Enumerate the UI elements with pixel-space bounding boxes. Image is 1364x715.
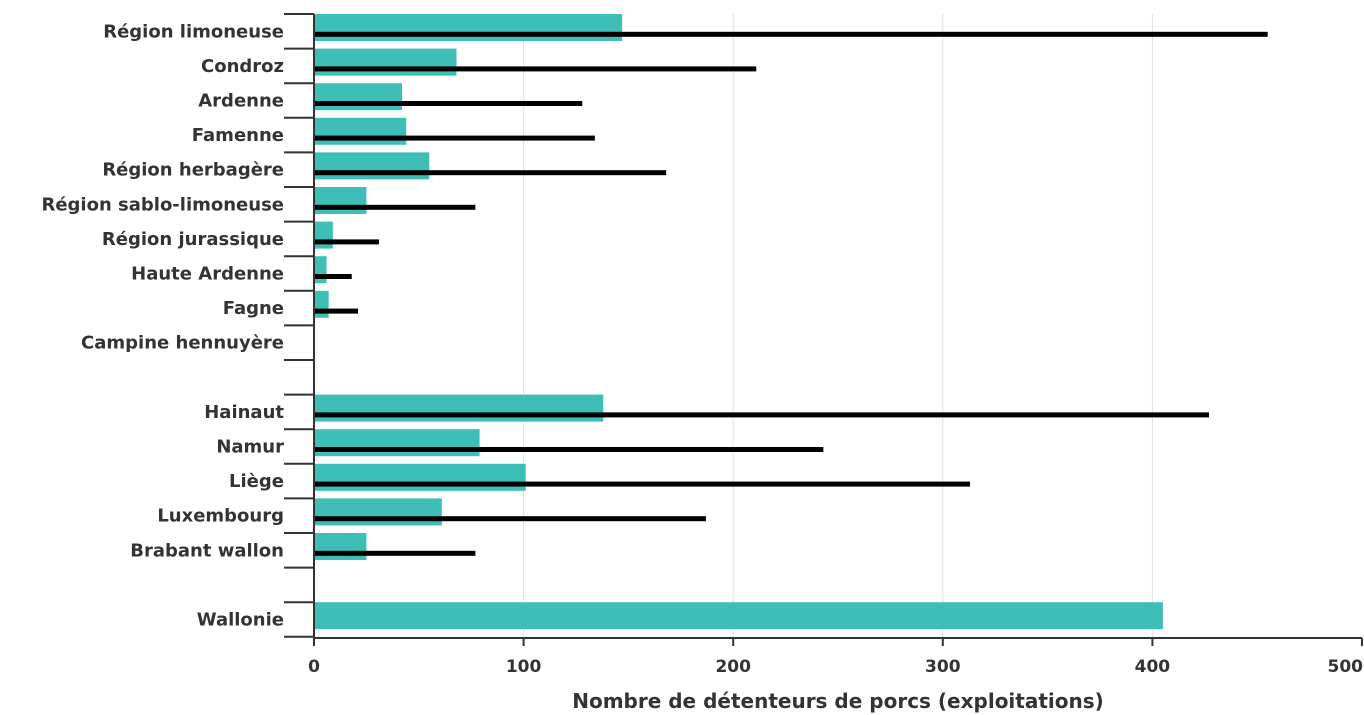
category-label: Ardenne	[198, 91, 284, 112]
category-label: Condroz	[201, 56, 284, 77]
bar-thin-13	[314, 481, 971, 487]
x-tick-label: 100	[506, 657, 542, 677]
bar-thin-2	[314, 101, 583, 106]
bar-wide-12	[314, 429, 480, 457]
x-tick-label: 0	[308, 657, 320, 677]
category-label: Campine hennuyère	[81, 333, 284, 354]
x-tick-label: 400	[1135, 657, 1171, 677]
bar-thin-1	[314, 66, 757, 72]
category-label: Brabant wallon	[130, 540, 284, 561]
category-label: Liège	[229, 471, 284, 492]
bar-thin-4	[314, 170, 667, 176]
bar-wide-17	[314, 602, 1163, 630]
bar-wide-13	[314, 463, 526, 491]
bar-wide-15	[314, 533, 367, 560]
category-label: Région herbagère	[102, 160, 284, 181]
gridlines	[523, 14, 1153, 638]
bar-wide-0	[314, 14, 623, 41]
bar-wide-1	[314, 48, 457, 76]
bar-wide-6	[314, 221, 333, 249]
category-label: Région sablo-limoneuse	[41, 194, 284, 215]
x-axis-title: Nombre de détenteurs de porcs (exploitat…	[572, 689, 1104, 713]
category-label: Wallonie	[197, 610, 284, 631]
bar-wide-11	[314, 394, 604, 422]
category-label: Famenne	[192, 125, 284, 146]
bar-wide-5	[314, 187, 367, 214]
x-axis: 0 100 200 300 400 500	[308, 637, 1364, 677]
category-label: Hainaut	[204, 402, 284, 423]
category-label: Région limoneuse	[103, 21, 284, 42]
bar-wide-8	[314, 290, 329, 318]
x-tick-label: 300	[925, 657, 961, 677]
bar-thin-15	[314, 550, 476, 556]
bar-thin-7	[314, 274, 352, 279]
bar-thin-11	[314, 412, 1209, 418]
category-label: Namur	[216, 437, 284, 458]
bar-thin-6	[314, 239, 379, 245]
bar-thin-3	[314, 135, 595, 141]
bars	[314, 14, 1268, 630]
category-label: Luxembourg	[157, 506, 284, 527]
x-tick-label: 500	[1328, 657, 1364, 677]
category-label: Haute Ardenne	[131, 264, 284, 285]
bar-wide-4	[314, 152, 430, 180]
category-label: Région jurassique	[102, 229, 284, 250]
bar-wide-14	[314, 498, 442, 526]
bar-thin-0	[314, 31, 1268, 37]
bar-thin-8	[314, 308, 359, 314]
bar-wide-7	[314, 256, 327, 284]
bar-wide-3	[314, 117, 407, 145]
category-label: Fagne	[223, 298, 284, 319]
bar-thin-14	[314, 516, 706, 522]
x-tick-label: 200	[715, 657, 751, 677]
y-axis: Région limoneuse Condroz Ardenne Famenne Rég…	[41, 13, 315, 642]
bar-wide-2	[314, 83, 403, 111]
bar-thin-5	[314, 204, 476, 210]
bar-thin-12	[314, 447, 824, 452]
